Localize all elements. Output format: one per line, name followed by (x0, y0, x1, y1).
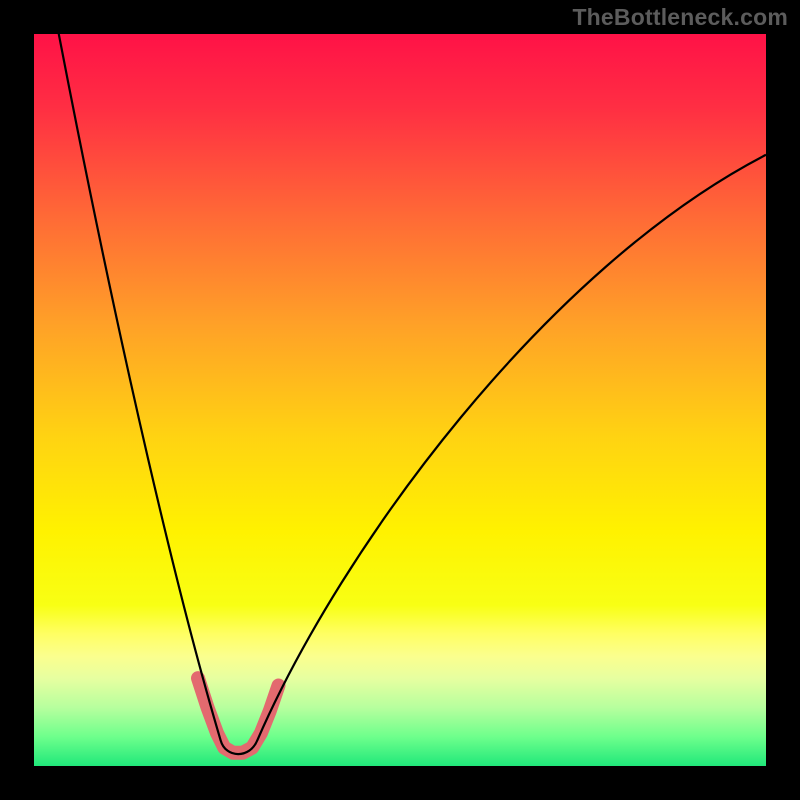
curve-layer (34, 34, 766, 766)
plot-area (34, 34, 766, 766)
watermark-text: TheBottleneck.com (572, 4, 788, 31)
bottleneck-curve-path (56, 34, 766, 754)
highlight-u-stroke (198, 678, 279, 753)
